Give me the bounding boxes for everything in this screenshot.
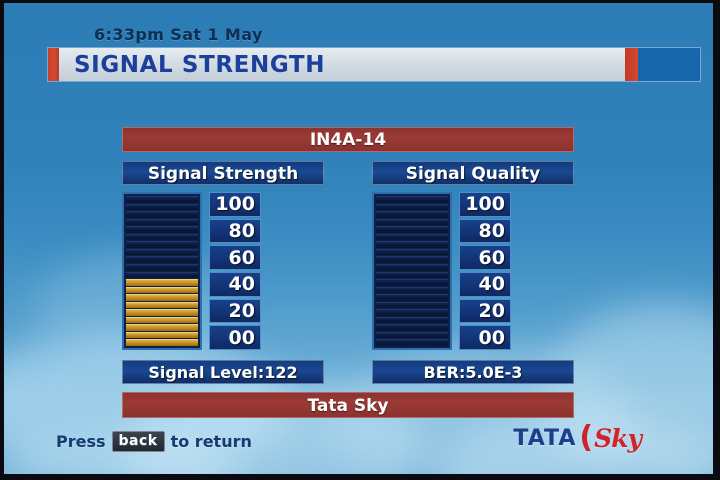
gauge-segment bbox=[126, 256, 198, 263]
scale-tick-label: 00 bbox=[209, 325, 261, 351]
gauge-segment bbox=[376, 256, 448, 263]
meters-row: Signal Strength 100 80 60 40 20 00 Signal Qua… bbox=[122, 161, 574, 351]
readouts-row: Signal Level:122 BER:5.0E-3 bbox=[122, 360, 574, 384]
scale-tick-label: 80 bbox=[459, 218, 511, 244]
hint-prefix-label: Press bbox=[56, 432, 106, 451]
signal-quality-label: Signal Quality bbox=[372, 161, 574, 185]
scale-tick-label: 00 bbox=[459, 325, 511, 351]
gauge-segment bbox=[376, 331, 448, 339]
clock-text: 6:33pm Sat 1 May bbox=[94, 25, 263, 44]
gauge-segment bbox=[376, 248, 448, 256]
provider-name: Tata Sky bbox=[122, 392, 574, 418]
gauge-segment bbox=[376, 196, 448, 203]
scale-tick-label: 60 bbox=[209, 245, 261, 271]
gauge-segment bbox=[376, 271, 448, 279]
scale-tick-label: 60 bbox=[459, 245, 511, 271]
signal-panel: IN4A-14 Signal Strength 100 80 60 40 20 00 Si… bbox=[122, 127, 574, 418]
gauge-segment bbox=[376, 301, 448, 309]
ber-readout: BER:5.0E-3 bbox=[372, 360, 574, 384]
hint-suffix-label: to return bbox=[170, 432, 252, 451]
gauge-segment bbox=[376, 241, 448, 248]
gauge-segment bbox=[126, 248, 198, 256]
gauge-segment bbox=[376, 286, 448, 294]
gauge-segment bbox=[126, 324, 198, 331]
signal-level-readout: Signal Level:122 bbox=[122, 360, 324, 384]
gauge-segment bbox=[126, 331, 198, 339]
signal-strength-label: Signal Strength bbox=[122, 161, 324, 185]
gauge-segment bbox=[126, 339, 198, 346]
signal-strength-body: 100 80 60 40 20 00 bbox=[122, 192, 324, 351]
gauge-segment bbox=[376, 226, 448, 233]
logo-sky-text: Sky bbox=[594, 423, 642, 453]
gauge-segment bbox=[376, 339, 448, 346]
scale-tick-label: 100 bbox=[209, 192, 261, 217]
scale-tick-label: 100 bbox=[459, 192, 511, 217]
gauge-segment bbox=[126, 196, 198, 203]
gauge-segment bbox=[376, 233, 448, 241]
back-hint: Press back to return bbox=[56, 431, 252, 452]
logo-tata-text: TATA bbox=[513, 425, 577, 451]
gauge-segment bbox=[126, 309, 198, 316]
gauge-segment bbox=[376, 279, 448, 286]
back-key-cap[interactable]: back bbox=[111, 431, 165, 452]
scale-tick-label: 20 bbox=[209, 298, 261, 324]
gauge-segment bbox=[126, 203, 198, 211]
title-right-red-block bbox=[625, 48, 638, 81]
gauge-segment bbox=[376, 294, 448, 301]
scale-tick-label: 20 bbox=[459, 298, 511, 324]
gauge-segment bbox=[376, 316, 448, 324]
signal-quality-meter: Signal Quality 100 80 60 40 20 00 bbox=[372, 161, 574, 351]
title-right-blue-block bbox=[638, 48, 700, 81]
gauge-segment bbox=[126, 233, 198, 241]
gauge-segment bbox=[126, 271, 198, 279]
signal-quality-scale: 100 80 60 40 20 00 bbox=[459, 192, 511, 351]
tata-sky-logo: TATA ( Sky bbox=[513, 420, 642, 455]
gauge-segment bbox=[376, 203, 448, 211]
signal-quality-body: 100 80 60 40 20 00 bbox=[372, 192, 574, 351]
scale-tick-label: 40 bbox=[459, 272, 511, 297]
signal-strength-gauge bbox=[122, 192, 202, 350]
gauge-segment bbox=[126, 211, 198, 218]
gauge-segment bbox=[126, 218, 198, 226]
gauge-segment bbox=[376, 309, 448, 316]
scale-tick-label: 40 bbox=[209, 272, 261, 297]
gauge-segment bbox=[376, 218, 448, 226]
signal-quality-gauge bbox=[372, 192, 452, 350]
title-bar-background: SIGNAL STRENGTH bbox=[59, 48, 625, 81]
signal-strength-meter: Signal Strength 100 80 60 40 20 00 bbox=[122, 161, 324, 351]
signal-strength-scale: 100 80 60 40 20 00 bbox=[209, 192, 261, 351]
gauge-segment bbox=[126, 263, 198, 271]
title-accent-bar bbox=[48, 48, 59, 81]
gauge-segment bbox=[126, 279, 198, 286]
scale-tick-label: 80 bbox=[209, 218, 261, 244]
transponder-header: IN4A-14 bbox=[122, 127, 574, 152]
title-bar: SIGNAL STRENGTH bbox=[48, 48, 700, 81]
gauge-segment bbox=[126, 226, 198, 233]
gauge-segment bbox=[376, 211, 448, 218]
gauge-segment bbox=[126, 316, 198, 324]
gauge-segment bbox=[126, 294, 198, 301]
gauge-segment bbox=[126, 241, 198, 248]
gauge-segment bbox=[376, 263, 448, 271]
gauge-segment bbox=[376, 324, 448, 331]
gauge-segment bbox=[126, 301, 198, 309]
logo-paren-glyph: ( bbox=[579, 420, 594, 455]
gauge-segment bbox=[126, 286, 198, 294]
page-title: SIGNAL STRENGTH bbox=[74, 51, 326, 78]
